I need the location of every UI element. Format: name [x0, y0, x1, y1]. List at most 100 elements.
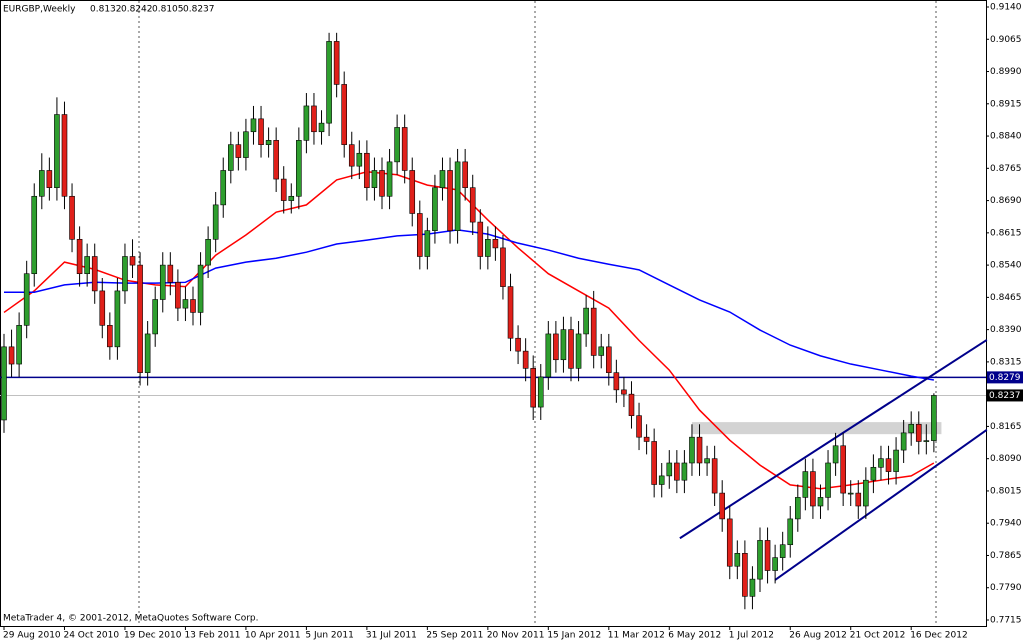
candle-body — [689, 436, 695, 464]
candle-body — [91, 256, 98, 292]
x-tick-label: 6 May 2012 — [668, 631, 721, 641]
candle-body — [159, 264, 166, 300]
trendline — [774, 429, 988, 581]
candle-body — [144, 333, 151, 373]
x-tick-label: 25 Sep 2011 — [426, 631, 483, 641]
y-tick-label: 0.9140 — [990, 3, 1022, 13]
candle-body — [114, 290, 121, 348]
candle-body — [772, 557, 778, 571]
candle-body — [885, 458, 892, 472]
candle-body — [787, 518, 794, 546]
candle-body — [757, 540, 763, 580]
candle-body — [923, 440, 930, 442]
x-tick-label: 16 Dec 2012 — [910, 631, 968, 641]
candle-body — [666, 462, 673, 477]
candle-body — [704, 458, 710, 464]
candle-body — [432, 187, 438, 231]
candle-body — [560, 329, 567, 361]
x-tick-label: 29 Aug 2010 — [3, 631, 61, 641]
candle-body — [900, 432, 907, 451]
candle-body — [401, 127, 408, 171]
candle-body — [908, 423, 915, 434]
x-tick-label: 5 Jun 2011 — [305, 631, 353, 641]
candle-body — [863, 479, 869, 507]
candle-body — [333, 41, 340, 85]
candle-body — [394, 127, 400, 163]
candle-body — [84, 256, 90, 275]
x-tick-label: 24 Oct 2010 — [63, 631, 119, 641]
x-tick-label: 15 Jan 2012 — [547, 631, 601, 641]
candle-body — [23, 273, 30, 326]
candle-body — [8, 346, 15, 365]
candle-body — [197, 264, 204, 313]
price-label-box — [987, 389, 1023, 402]
candle-body — [280, 178, 287, 201]
candle-body — [46, 170, 53, 188]
zone — [691, 422, 942, 435]
candle-body — [674, 462, 680, 481]
candle-body — [137, 264, 143, 373]
y-tick-label: 0.8315 — [990, 357, 1022, 367]
candle-body — [212, 204, 219, 240]
candle-body — [643, 436, 650, 442]
candle-body — [107, 325, 113, 348]
candle-body — [545, 333, 552, 378]
candle-body — [273, 140, 279, 180]
candle-body — [636, 415, 642, 438]
candle-body — [409, 170, 416, 214]
candle-body — [61, 114, 68, 197]
candle-body — [364, 152, 370, 188]
candle-body — [31, 195, 38, 275]
y-tick-label: 0.7715 — [990, 616, 1022, 626]
candle-body — [742, 553, 748, 597]
x-tick-label: 13 Feb 2011 — [184, 631, 240, 641]
candle-body — [167, 264, 174, 283]
plot-frame — [0, 0, 987, 627]
candle-body — [424, 230, 431, 257]
x-tick-label: 21 Oct 2012 — [850, 631, 906, 641]
header-symbol: EURGBP,Weekly — [3, 5, 76, 15]
candle-body — [583, 307, 589, 335]
y-tick-label: 0.8990 — [990, 67, 1022, 77]
candle-body — [303, 105, 310, 141]
candle-body — [764, 540, 771, 571]
price-label: 0.8237 — [989, 391, 1021, 401]
separators — [138, 1, 937, 626]
candle-body — [492, 238, 499, 249]
header-value: 0.8242 — [121, 5, 153, 15]
header-value: 0.8105 — [152, 5, 184, 15]
candle-body — [832, 445, 839, 464]
y-tick-label: 0.8390 — [990, 325, 1022, 335]
y-tick-label: 0.8015 — [990, 486, 1022, 496]
candle-body — [265, 140, 272, 145]
candle-body — [613, 372, 620, 391]
candle-body — [341, 84, 348, 145]
y-tick-label: 0.8840 — [990, 132, 1022, 142]
candle-body — [250, 118, 257, 133]
y-tick-label: 0.8540 — [990, 261, 1022, 271]
candle-body — [893, 449, 899, 472]
header-value: 0.8237 — [183, 5, 215, 15]
candle-body — [590, 307, 597, 356]
candle-body — [840, 445, 846, 494]
candle-body — [515, 337, 521, 352]
candle-body — [152, 299, 158, 335]
candle-body — [915, 423, 922, 442]
candle-body — [348, 144, 355, 167]
candle-body — [651, 441, 657, 485]
candle-body — [16, 325, 22, 365]
candle-body — [628, 393, 635, 416]
candle-body — [568, 329, 574, 369]
candle-body — [817, 497, 824, 507]
candle-body — [258, 118, 264, 145]
candle-body — [469, 187, 476, 223]
candle-body — [530, 368, 537, 408]
candle-body — [205, 238, 211, 266]
candle-body — [311, 105, 317, 133]
x-tick-label: 26 Aug 2012 — [789, 631, 847, 641]
candle-body — [326, 41, 332, 124]
candle-body — [371, 170, 378, 188]
candle-body — [522, 350, 529, 369]
candle-body — [379, 170, 385, 197]
